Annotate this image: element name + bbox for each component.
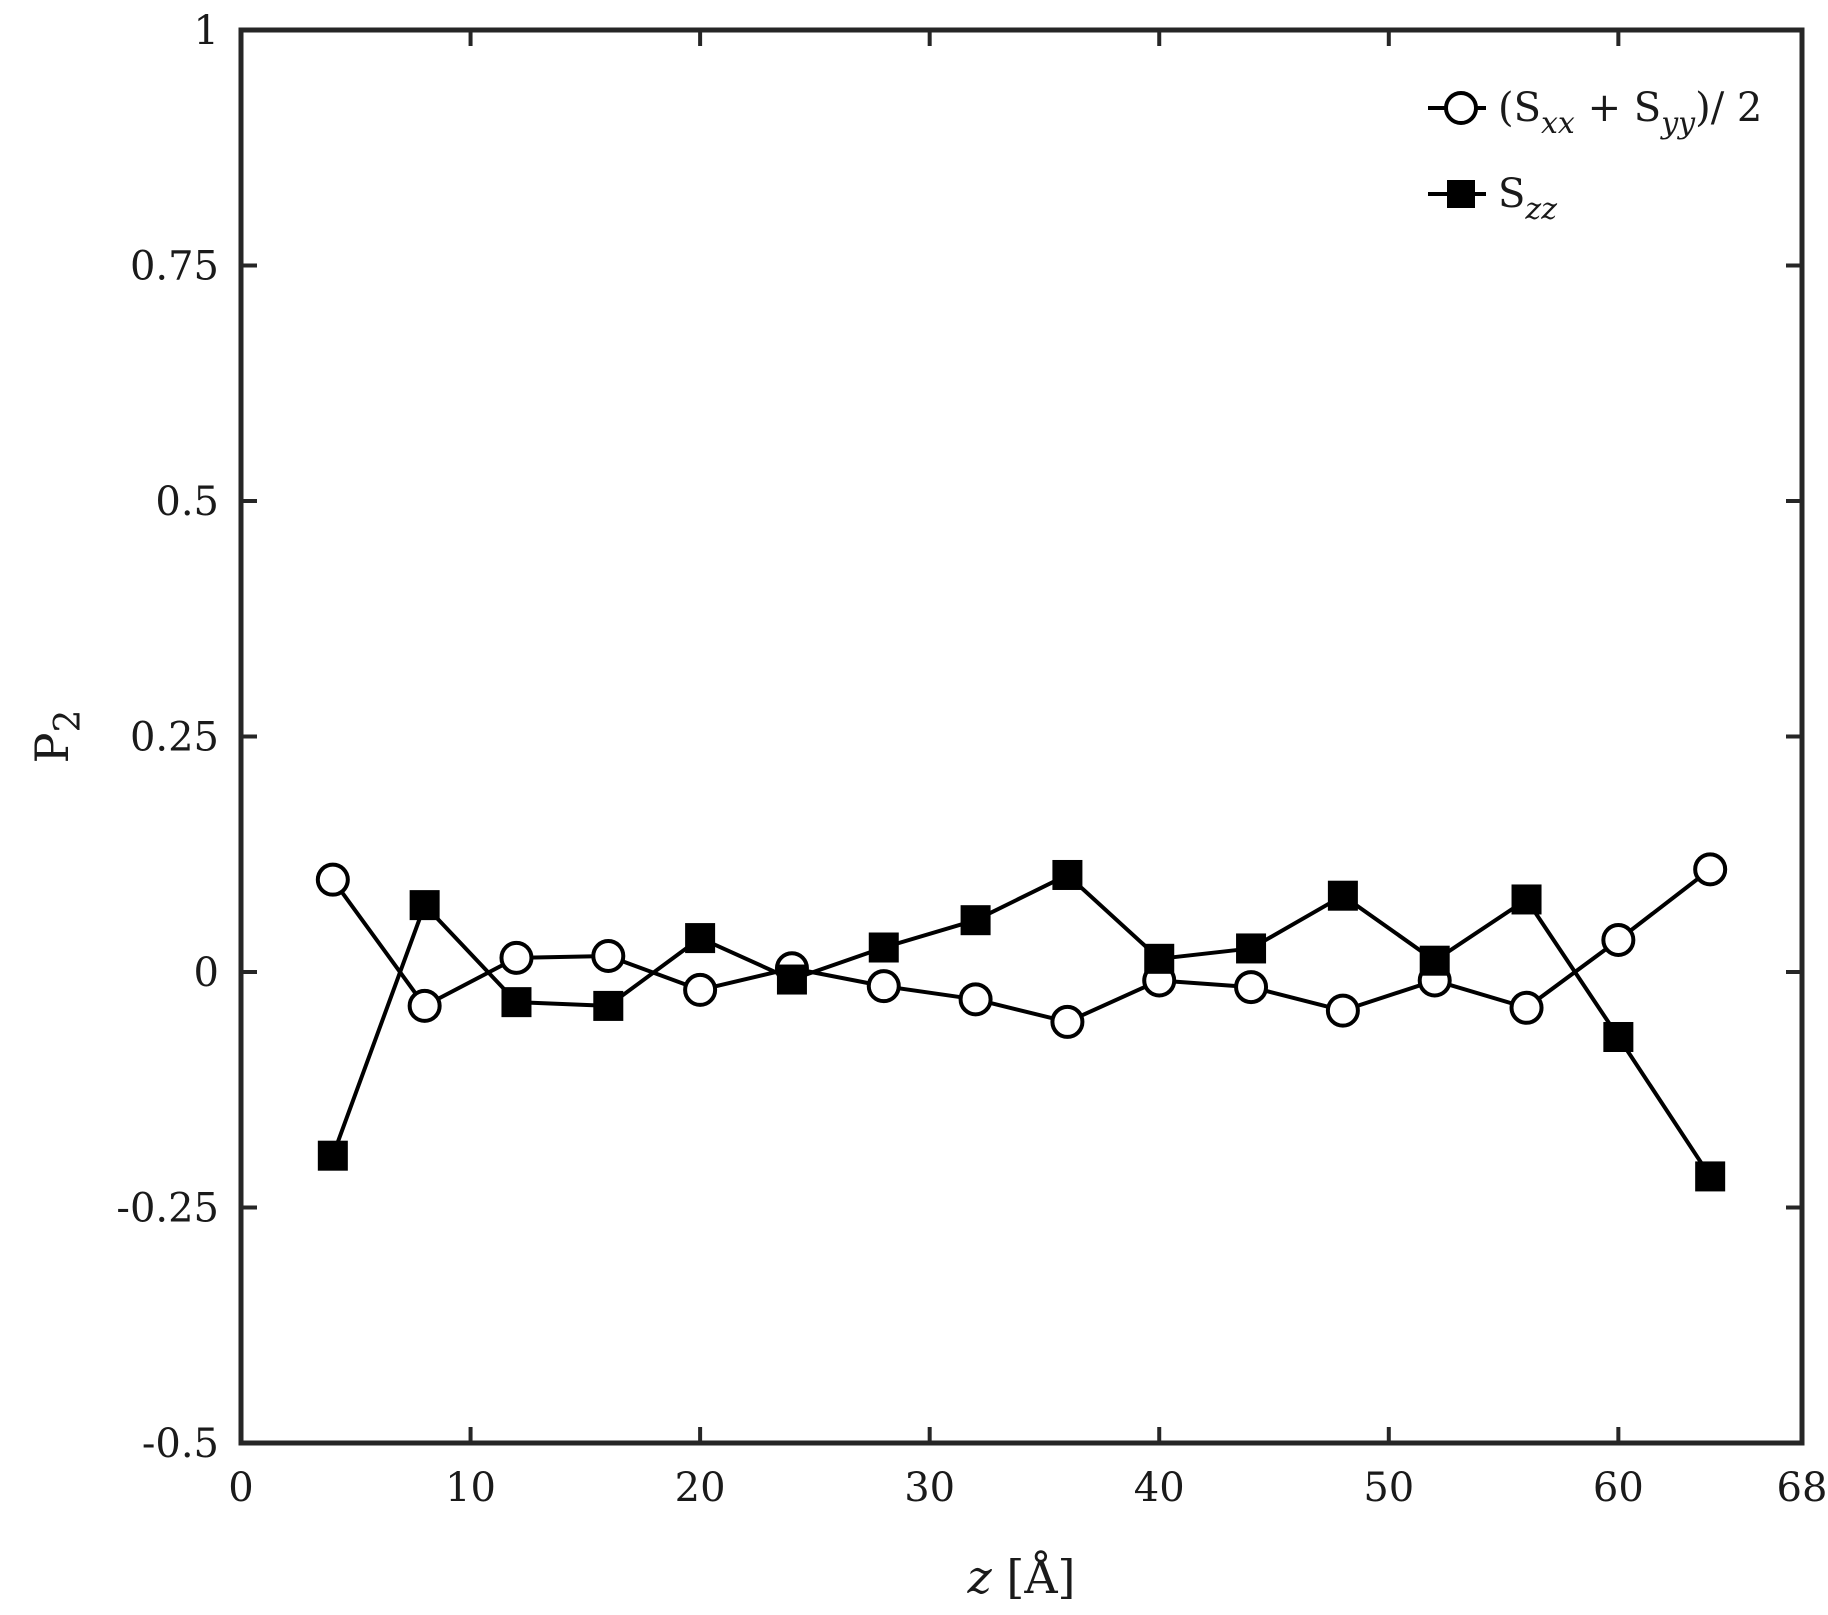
y-axis-title-subscript: 2 xyxy=(48,710,89,733)
data-point-series-2 xyxy=(1327,880,1358,911)
y-tick-label: 0.75 xyxy=(130,244,219,290)
data-point-series-1 xyxy=(1693,852,1728,887)
legend-text-part: )/ 2 xyxy=(1695,85,1762,131)
y-tick-label: 0 xyxy=(194,950,219,996)
data-point-series-2 xyxy=(868,932,899,963)
series-layer xyxy=(315,852,1728,1192)
data-point-series-2 xyxy=(776,964,807,995)
y-tick-label: 0.5 xyxy=(155,479,219,525)
data-point-series-1 xyxy=(407,988,442,1023)
y-tick-label: -0.5 xyxy=(142,1421,219,1467)
x-tick-label: 10 xyxy=(445,1465,496,1511)
legend: (Sxx + Syy)/ 2 Szz xyxy=(1428,85,1762,227)
plot-frame xyxy=(238,27,1805,1446)
legend-marker-filled-square xyxy=(1447,180,1475,208)
data-point-series-1 xyxy=(591,938,626,973)
legend-text-part: S xyxy=(1498,171,1525,217)
legend-subscript: xx xyxy=(1541,106,1575,141)
data-point-series-1 xyxy=(866,969,901,1004)
legend-text-part: + S xyxy=(1575,85,1661,131)
series-line-2 xyxy=(330,872,1712,1178)
y-tick-label: 0.25 xyxy=(130,715,219,761)
data-point-series-2 xyxy=(1695,1161,1726,1192)
legend-entry-series-2: Szz xyxy=(1428,171,1557,227)
legend-entry-series-1: (Sxx + Syy)/ 2 xyxy=(1428,85,1762,141)
y-tick-labels: -0.5 -0.25 0 0.25 0.5 0.75 1 xyxy=(116,8,219,1467)
data-point-series-2 xyxy=(593,990,624,1021)
x-tick-label: 68 xyxy=(1777,1465,1828,1511)
data-point-series-2 xyxy=(1236,933,1267,964)
x-tick-label: 50 xyxy=(1363,1465,1414,1511)
data-point-series-2 xyxy=(317,1140,348,1171)
data-point-series-2 xyxy=(685,923,716,954)
y-axis-title: P2 xyxy=(25,710,89,764)
x-tick-label: 60 xyxy=(1593,1465,1644,1511)
data-point-series-2 xyxy=(1052,859,1083,890)
data-point-series-2 xyxy=(1511,884,1542,915)
data-point-series-2 xyxy=(960,905,991,936)
data-point-series-1 xyxy=(1509,990,1544,1025)
x-tick-label: 0 xyxy=(228,1465,253,1511)
x-tick-labels: 0 10 20 30 40 50 60 68 xyxy=(228,1465,1827,1511)
legend-subscript: zz xyxy=(1524,192,1557,227)
y-tick-label: 1 xyxy=(194,8,219,54)
axis-ticks xyxy=(239,28,1804,1445)
data-point-series-2 xyxy=(1419,945,1450,976)
data-point-series-1 xyxy=(958,982,993,1017)
data-point-series-1 xyxy=(315,862,350,897)
data-point-series-1 xyxy=(1601,922,1636,957)
x-axis-title: z [Å] xyxy=(967,1549,1076,1604)
series-line-1 xyxy=(331,867,1712,1024)
legend-text-part: (S xyxy=(1498,85,1541,131)
data-point-series-1 xyxy=(683,972,718,1007)
data-point-series-2 xyxy=(409,890,440,921)
data-point-series-1 xyxy=(1325,993,1360,1028)
data-point-series-1 xyxy=(1234,970,1269,1005)
x-axis-title-unit: [Å] xyxy=(992,1549,1076,1604)
data-point-series-1 xyxy=(499,940,534,975)
data-point-series-2 xyxy=(1144,943,1175,974)
data-point-series-1 xyxy=(1050,1004,1085,1039)
legend-label-series-1: (Sxx + Syy)/ 2 xyxy=(1498,85,1762,141)
x-tick-label: 30 xyxy=(904,1465,955,1511)
data-point-series-2 xyxy=(1603,1021,1634,1052)
legend-subscript: yy xyxy=(1659,106,1696,141)
y-tick-label: -0.25 xyxy=(116,1186,219,1232)
x-tick-label: 20 xyxy=(675,1465,726,1511)
x-tick-label: 40 xyxy=(1134,1465,1185,1511)
legend-marker-open-circle xyxy=(1444,91,1478,125)
x-axis-title-var: z xyxy=(967,1550,993,1604)
legend-label-series-2: Szz xyxy=(1498,171,1557,227)
y-axis-title-main: P xyxy=(25,732,79,763)
data-point-series-2 xyxy=(501,987,532,1018)
